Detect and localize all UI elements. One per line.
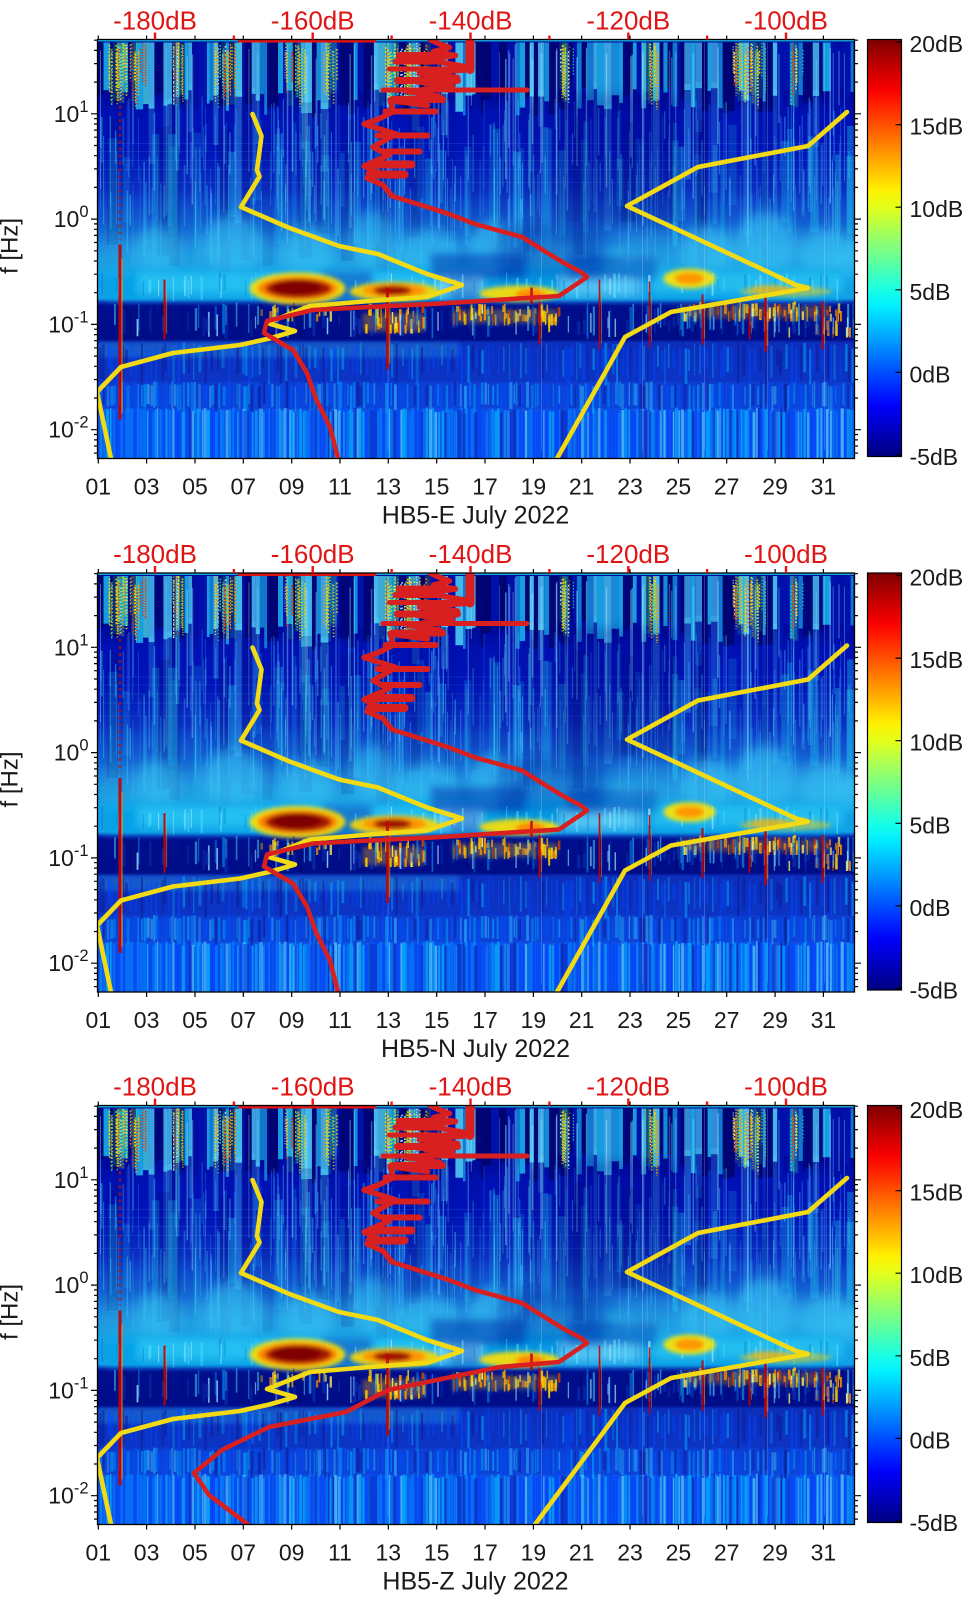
svg-text:HB5-N July 2022: HB5-N July 2022: [381, 1035, 570, 1063]
svg-text:HB5-Z July 2022: HB5-Z July 2022: [382, 1568, 568, 1596]
svg-text:HB5-E July 2022: HB5-E July 2022: [382, 502, 570, 530]
